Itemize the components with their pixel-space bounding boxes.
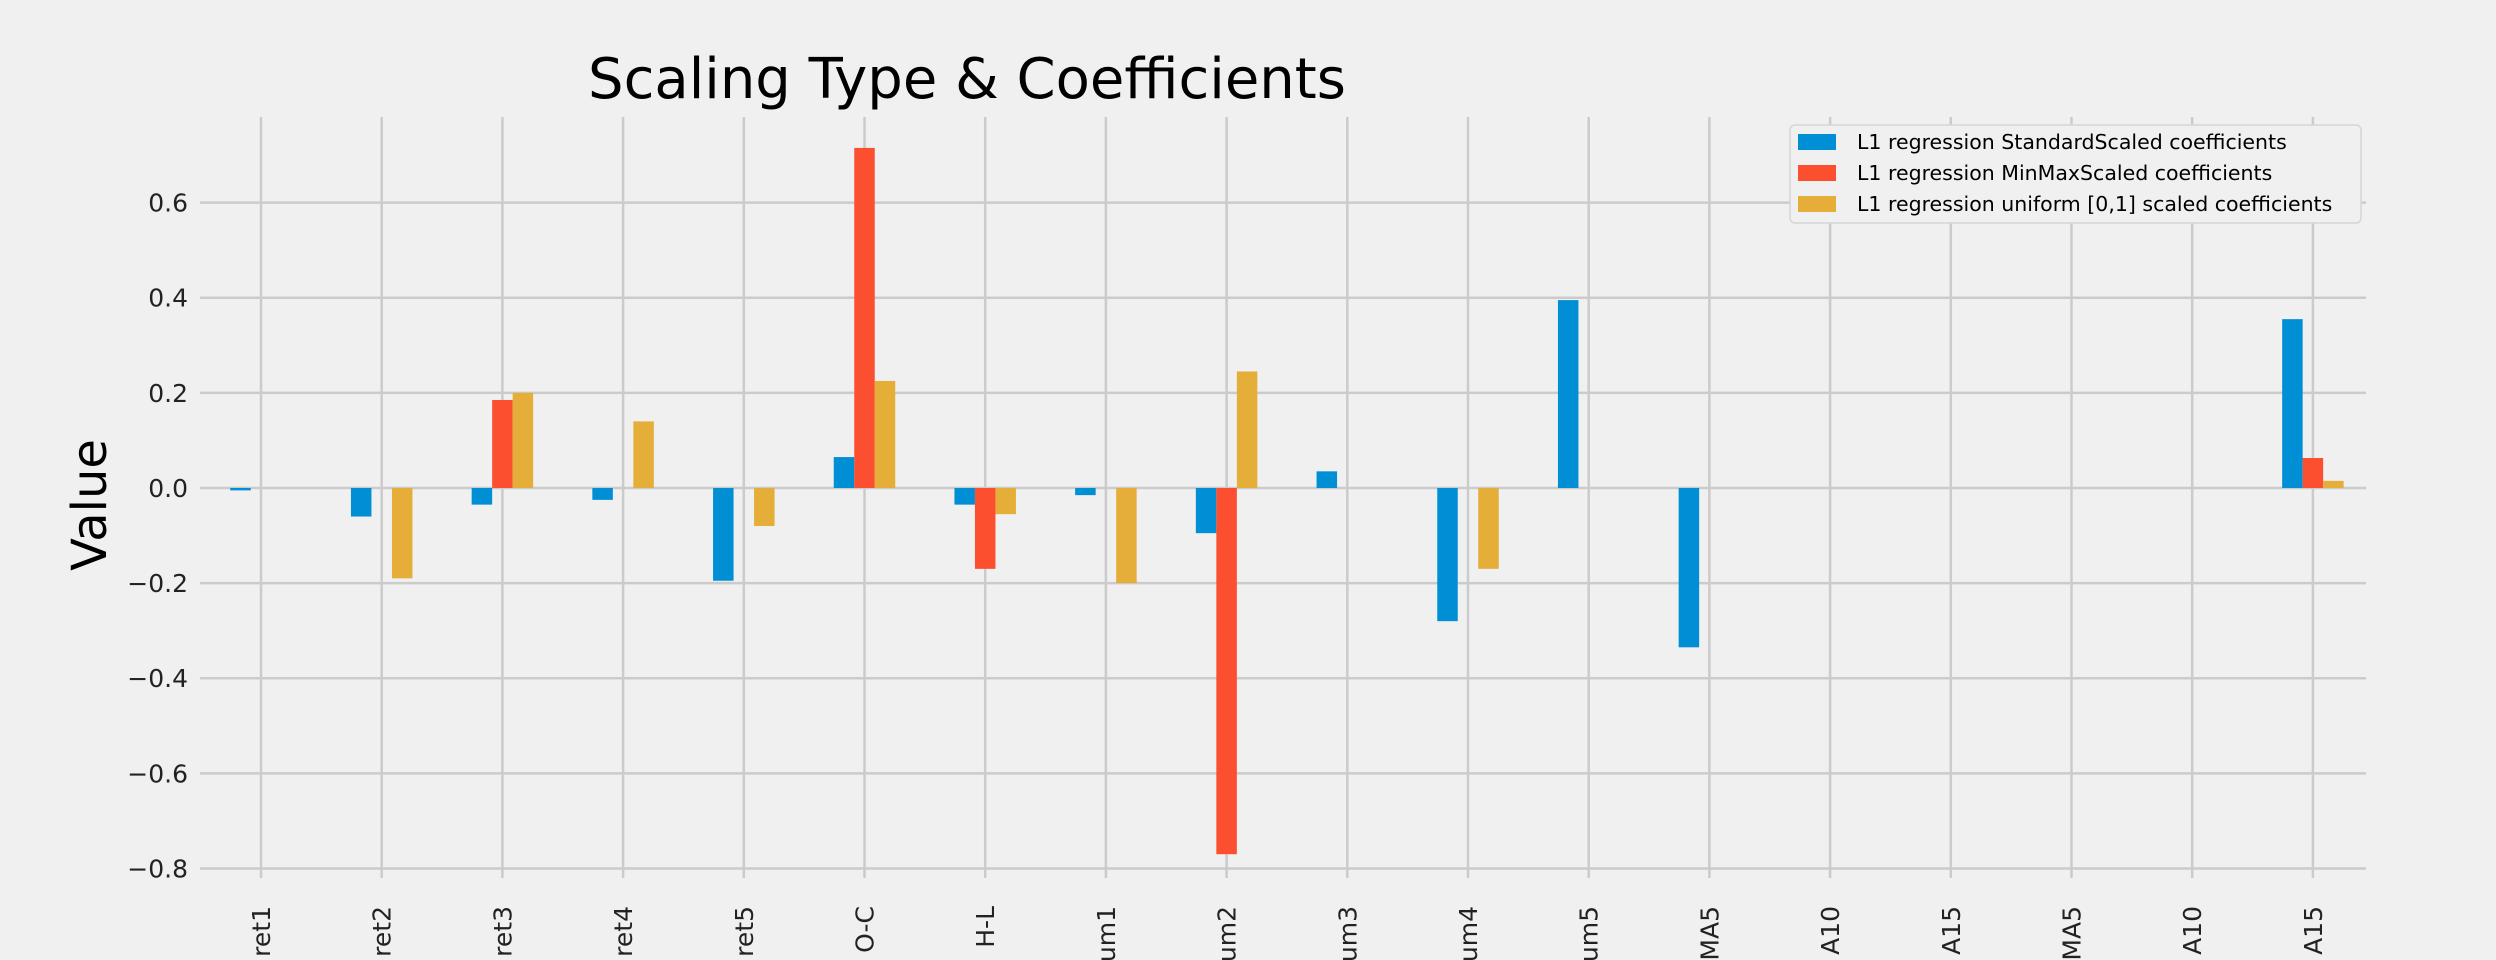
y-tick-label: 0.0: [148, 474, 188, 503]
bar: [1478, 487, 1499, 569]
bar: [471, 487, 493, 505]
legend-label: L1 regression uniform [0,1] scaled coeff…: [1857, 192, 2332, 216]
bar: [230, 487, 251, 491]
chart-legend: L1 regression StandardScaled coefficient…: [1789, 124, 2362, 224]
y-tick-label: 0.4: [148, 284, 188, 313]
bar: [512, 392, 534, 488]
bar: [1236, 371, 1258, 488]
x-tick-label: um1: [1092, 906, 1121, 960]
bar: [2302, 458, 2324, 488]
y-axis-label: Value: [62, 439, 118, 571]
y-axis-ticks: −0.8 −0.6 −0.4 −0.2 0.0 0.2 0.4 0.6: [127, 189, 188, 884]
bar: [954, 487, 975, 505]
x-axis-ticks: ret1 ret2 ret3 ret4 ret5 O-C H-L um1 um2 um3 um4 um…: [247, 906, 2328, 960]
x-tick-label: A15: [1937, 906, 1966, 955]
x-tick-label: ret1: [247, 906, 276, 957]
legend-swatch: [1798, 134, 1836, 150]
bar: [633, 421, 654, 488]
bar: [874, 380, 896, 488]
bar: [592, 487, 613, 500]
bar: [1437, 487, 1458, 622]
bar: [1557, 300, 1579, 488]
legend-box: [1789, 124, 2362, 224]
y-tick-label: 0.6: [148, 189, 188, 218]
x-tick-label: A10: [1816, 906, 1845, 955]
bar: [350, 487, 372, 517]
y-tick-label: −0.8: [127, 854, 188, 883]
bar-series: [230, 147, 2344, 855]
x-tick-label: A15: [2299, 906, 2328, 955]
legend-swatch: [1798, 165, 1836, 181]
bar: [492, 399, 513, 488]
x-tick-label: MA5: [2058, 906, 2087, 960]
x-tick-label: um5: [1575, 906, 1604, 960]
y-tick-label: 0.2: [148, 379, 188, 408]
bar: [1678, 487, 1700, 648]
y-tick-label: −0.4: [127, 664, 188, 693]
y-tick-label: −0.2: [127, 569, 188, 598]
bar: [391, 487, 413, 579]
x-tick-label: ret5: [730, 906, 759, 957]
x-tick-label: H-L: [971, 906, 1000, 948]
x-tick-label: um3: [1333, 906, 1362, 960]
bar: [1116, 487, 1137, 584]
y-tick-label: −0.6: [127, 759, 188, 788]
x-tick-label: ret4: [609, 906, 638, 957]
bar: [1195, 487, 1217, 534]
bar: [854, 147, 875, 488]
bar: [974, 487, 996, 569]
x-tick-label: ret3: [488, 906, 517, 957]
legend-label: L1 regression MinMaxScaled coefficients: [1857, 161, 2272, 185]
bar: [713, 487, 734, 581]
chart-title: Scaling Type & Coefficients: [588, 47, 1346, 112]
bar: [2282, 319, 2303, 488]
bar: [1216, 487, 1237, 855]
x-tick-label: ret2: [368, 906, 397, 957]
bar: [1075, 487, 1096, 496]
bar: [754, 487, 775, 527]
x-tick-label: um4: [1454, 906, 1483, 960]
x-tick-label: A10: [2178, 906, 2207, 955]
bar: [995, 487, 1016, 515]
x-tick-label: um2: [1213, 906, 1242, 960]
bar: [2323, 480, 2344, 488]
bar: [833, 457, 855, 488]
x-tick-label: O-C: [851, 906, 880, 953]
x-tick-label: MA5: [1695, 906, 1724, 960]
legend-swatch: [1798, 196, 1836, 212]
legend-label: L1 regression StandardScaled coefficient…: [1857, 130, 2287, 154]
bar: [1316, 471, 1338, 488]
